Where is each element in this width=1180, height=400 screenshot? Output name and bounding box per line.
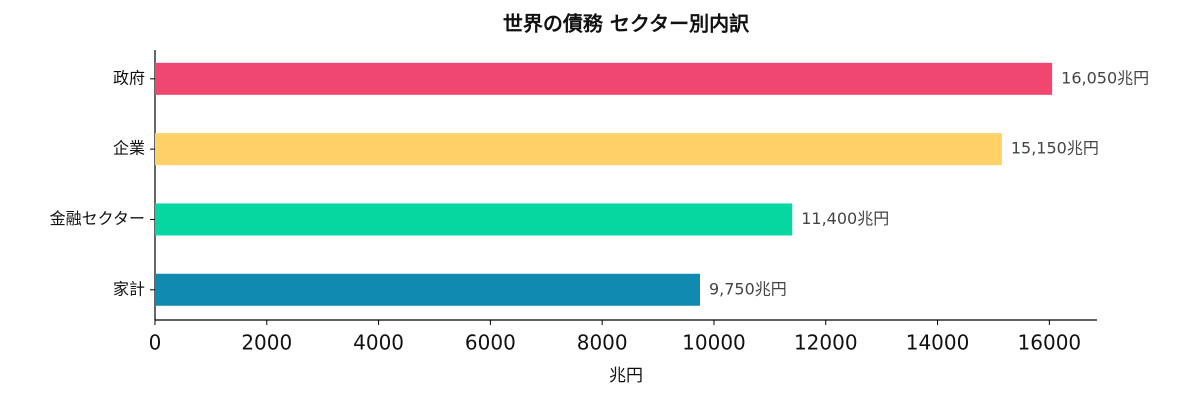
bar (155, 203, 793, 236)
value-label: 11,400兆円 (801, 209, 889, 228)
x-tick-label: 0 (149, 331, 162, 355)
value-label: 9,750兆円 (709, 279, 787, 298)
x-tick-label: 8000 (577, 331, 628, 355)
chart-title: 世界の債務 セクター別内訳 (503, 12, 750, 36)
y-tick-label: 家計 (113, 279, 145, 298)
x-tick-label: 2000 (241, 331, 292, 355)
x-axis-label: 兆円 (609, 366, 643, 386)
x-tick-label: 12000 (794, 331, 858, 355)
y-tick-label: 政府 (113, 68, 145, 87)
y-tick-label: 企業 (113, 139, 145, 158)
x-tick-label: 6000 (465, 331, 516, 355)
value-label: 15,150兆円 (1011, 139, 1099, 158)
x-tick-label: 14000 (906, 331, 970, 355)
bar (155, 133, 1002, 166)
y-tick-label: 金融セクター (50, 209, 145, 228)
x-tick-label: 10000 (682, 331, 746, 355)
value-label: 16,050兆円 (1061, 68, 1149, 87)
x-tick-label: 4000 (353, 331, 404, 355)
bar (155, 273, 700, 306)
x-tick-label: 16000 (1018, 331, 1082, 355)
bar (155, 62, 1053, 95)
